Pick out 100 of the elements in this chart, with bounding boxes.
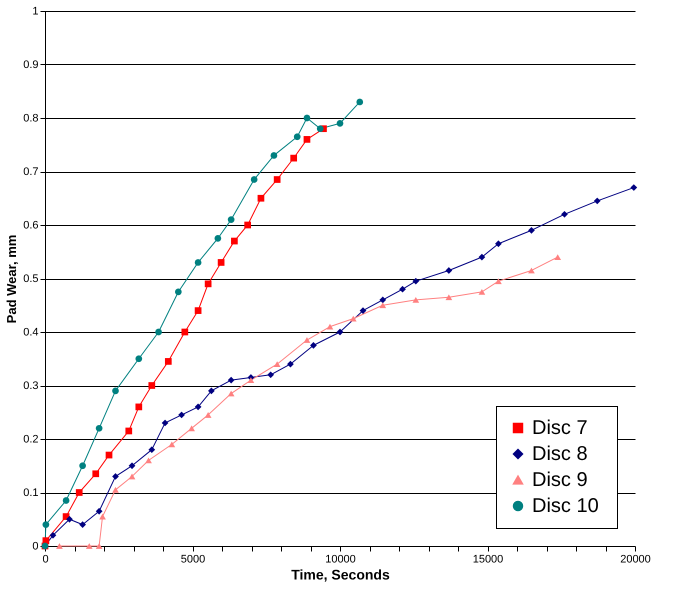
point (178, 412, 185, 418)
point (274, 361, 281, 368)
point (267, 371, 274, 378)
point (304, 337, 310, 343)
x-tick-label: 0 (42, 554, 49, 566)
point (356, 98, 364, 106)
point (135, 355, 142, 362)
point (310, 342, 317, 349)
point (42, 521, 50, 528)
point (79, 521, 86, 528)
point (228, 390, 234, 396)
legend-label: Disc 8 (532, 443, 588, 465)
x-tick-label: 15000 (472, 554, 504, 566)
point (248, 377, 254, 384)
y-tick-label: 0 (32, 540, 38, 552)
point (326, 324, 334, 330)
point (194, 404, 202, 410)
point (228, 376, 234, 384)
point (554, 254, 562, 260)
point (528, 268, 535, 274)
point (379, 302, 386, 308)
y-axis-title: Pad Wear, mm (4, 234, 20, 324)
point (135, 404, 142, 410)
point (270, 152, 278, 159)
point (99, 514, 106, 520)
point (125, 428, 132, 434)
point (399, 286, 406, 293)
y-tick-label: 0.7 (23, 166, 38, 178)
point (86, 543, 93, 549)
point (218, 259, 224, 266)
point (155, 328, 162, 336)
point (96, 543, 102, 549)
point (214, 235, 222, 242)
y-tick-label: 0.4 (23, 326, 38, 338)
point (316, 125, 324, 132)
legend-label: Disc 7 (532, 417, 588, 439)
point (62, 497, 70, 504)
point (128, 474, 136, 480)
point (164, 358, 172, 365)
point (478, 254, 486, 260)
point (79, 462, 86, 470)
point (228, 216, 234, 223)
point (250, 176, 258, 183)
point (412, 296, 420, 303)
point (231, 238, 238, 244)
legend-label: Disc 10 (532, 495, 599, 517)
point (204, 412, 212, 418)
point (379, 296, 386, 304)
point (148, 446, 156, 454)
point (92, 470, 100, 478)
point (204, 280, 212, 288)
point (112, 473, 119, 480)
point (112, 388, 119, 394)
point (181, 328, 188, 336)
point (495, 278, 502, 284)
point (495, 240, 502, 248)
point (50, 532, 56, 539)
point (76, 489, 83, 496)
point (294, 133, 301, 140)
point (258, 194, 264, 202)
point (304, 136, 310, 143)
y-tick-label: 1 (32, 6, 38, 18)
point (478, 288, 486, 295)
point (128, 462, 136, 470)
point (145, 457, 152, 464)
point (148, 382, 156, 389)
y-tick-label: 0.1 (23, 487, 38, 499)
point (528, 226, 535, 234)
point (360, 307, 366, 314)
point (630, 184, 638, 191)
point (244, 222, 252, 228)
point (287, 360, 294, 368)
point (336, 120, 344, 127)
point (304, 114, 310, 122)
x-axis-title: Time, Seconds (291, 566, 390, 582)
y-tick-label: 0.2 (23, 434, 38, 446)
point (350, 316, 357, 322)
point (188, 425, 195, 432)
point (208, 387, 215, 394)
y-tick-label: 0.3 (23, 380, 38, 392)
point (96, 508, 102, 515)
point (336, 328, 344, 336)
y-tick-label: 0.5 (23, 273, 38, 285)
legend-label: Disc 9 (532, 469, 588, 491)
point (446, 267, 452, 274)
y-tick-label: 0.8 (23, 112, 38, 124)
point (194, 307, 202, 314)
point (290, 154, 298, 162)
point (106, 452, 112, 458)
x-tick-label: 10000 (325, 554, 356, 566)
point (561, 210, 568, 218)
point (446, 294, 452, 300)
y-tick-label: 0.9 (23, 59, 38, 71)
point (56, 543, 63, 549)
point (96, 424, 102, 432)
point (66, 516, 73, 523)
point (274, 176, 281, 183)
x-tick-label: 20000 (620, 554, 651, 566)
point (112, 486, 119, 493)
point (168, 441, 176, 448)
